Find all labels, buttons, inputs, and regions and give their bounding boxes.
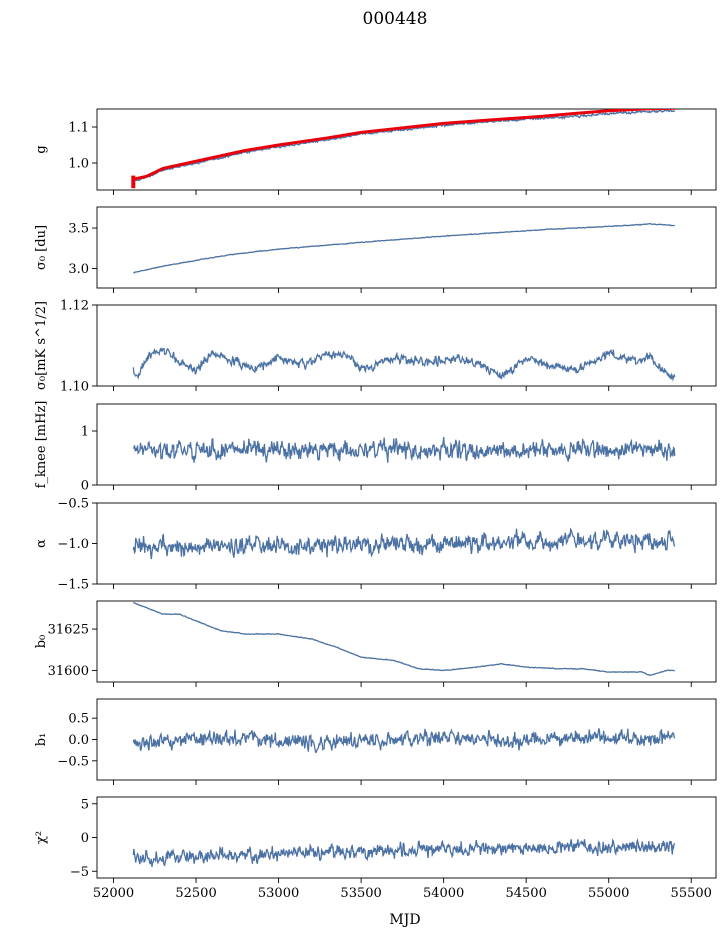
y-axis-label-sigma0_du: σ₀ [du] <box>34 225 49 270</box>
series-line-fknee <box>132 436 676 463</box>
x-tick-label-5: 54500 <box>505 886 546 901</box>
x-tick-label-4: 54000 <box>423 886 464 901</box>
y-tick-label-alpha-0: −1.5 <box>57 578 89 593</box>
y-axis-label-sigma0_mKs: σ₀[mK s^1/2] <box>34 301 49 390</box>
panel-frame-sigma0_mKs <box>96 304 717 387</box>
y-axis-label-g: g <box>34 145 49 153</box>
y-tick-label-sigma0_mKs-0: 1.10 <box>60 380 89 395</box>
y-tick-label-b1-0: −0.5 <box>57 754 89 769</box>
series-line-b1 <box>132 728 676 754</box>
x-tick-label-2: 53000 <box>258 886 299 901</box>
y-tick-label-sigma0_mKs-1: 1.12 <box>60 299 89 314</box>
y-tick-label-alpha-1: −1.0 <box>57 537 89 552</box>
x-tick-label-7: 55500 <box>671 886 712 901</box>
y-tick-label-fknee-1: 1 <box>81 425 89 440</box>
y-tick-label-g-1: 1.1 <box>68 121 89 136</box>
series-line-alpha <box>132 527 676 560</box>
x-tick-label-0: 52000 <box>93 886 134 901</box>
series-line-b0 <box>133 601 675 676</box>
fit-line-g <box>132 109 677 181</box>
y-axis-label-fknee: f_knee [mHz] <box>34 401 49 489</box>
panel-frame-fknee <box>96 403 717 486</box>
figure-title: 000448 <box>363 9 428 29</box>
y-tick-label-sigma0_du-1: 3.5 <box>68 222 89 237</box>
y-tick-label-alpha-2: −0.5 <box>57 497 89 512</box>
panel-frame-b1 <box>96 698 717 781</box>
y-axis-label-chi2: χ² <box>34 831 49 844</box>
series-line-sigma0_mKs <box>132 347 676 382</box>
series-line-g <box>132 109 676 182</box>
y-tick-label-b1-2: 0.5 <box>68 712 89 727</box>
x-tick-label-6: 55000 <box>588 886 629 901</box>
panel-frame-b0 <box>96 600 717 683</box>
y-axis-label-alpha: α <box>34 539 49 548</box>
y-tick-label-b0-0: 31600 <box>48 664 89 679</box>
y-tick-label-chi2-0: −5 <box>70 865 89 880</box>
y-tick-label-b1-1: 0.0 <box>68 733 89 748</box>
panels-group: 1.0 1.1 g 3.0 3.5 σ₀ [du] 1.10 1.12 σ₀[mK s^1/2]… <box>34 108 717 901</box>
x-axis-label: MJD <box>389 912 420 928</box>
y-tick-label-chi2-2: 5 <box>81 797 89 812</box>
y-axis-label-b0: b₀ <box>34 635 49 649</box>
series-line-chi2 <box>132 837 676 868</box>
panel-frame-chi2 <box>96 796 717 879</box>
y-tick-label-g-0: 1.0 <box>68 157 89 172</box>
y-tick-label-sigma0_du-0: 3.0 <box>68 262 89 277</box>
x-tick-label-1: 52500 <box>175 886 216 901</box>
y-axis-label-b1: b₁ <box>34 733 49 747</box>
panel-frame-sigma0_du <box>96 206 717 289</box>
panel-frame-g <box>96 108 717 191</box>
series-line-sigma0_du <box>133 222 675 274</box>
y-tick-label-fknee-0: 0 <box>81 479 89 494</box>
y-tick-label-b0-1: 31625 <box>48 623 89 638</box>
x-tick-label-3: 53500 <box>340 886 381 901</box>
y-tick-label-chi2-1: 0 <box>81 831 89 846</box>
